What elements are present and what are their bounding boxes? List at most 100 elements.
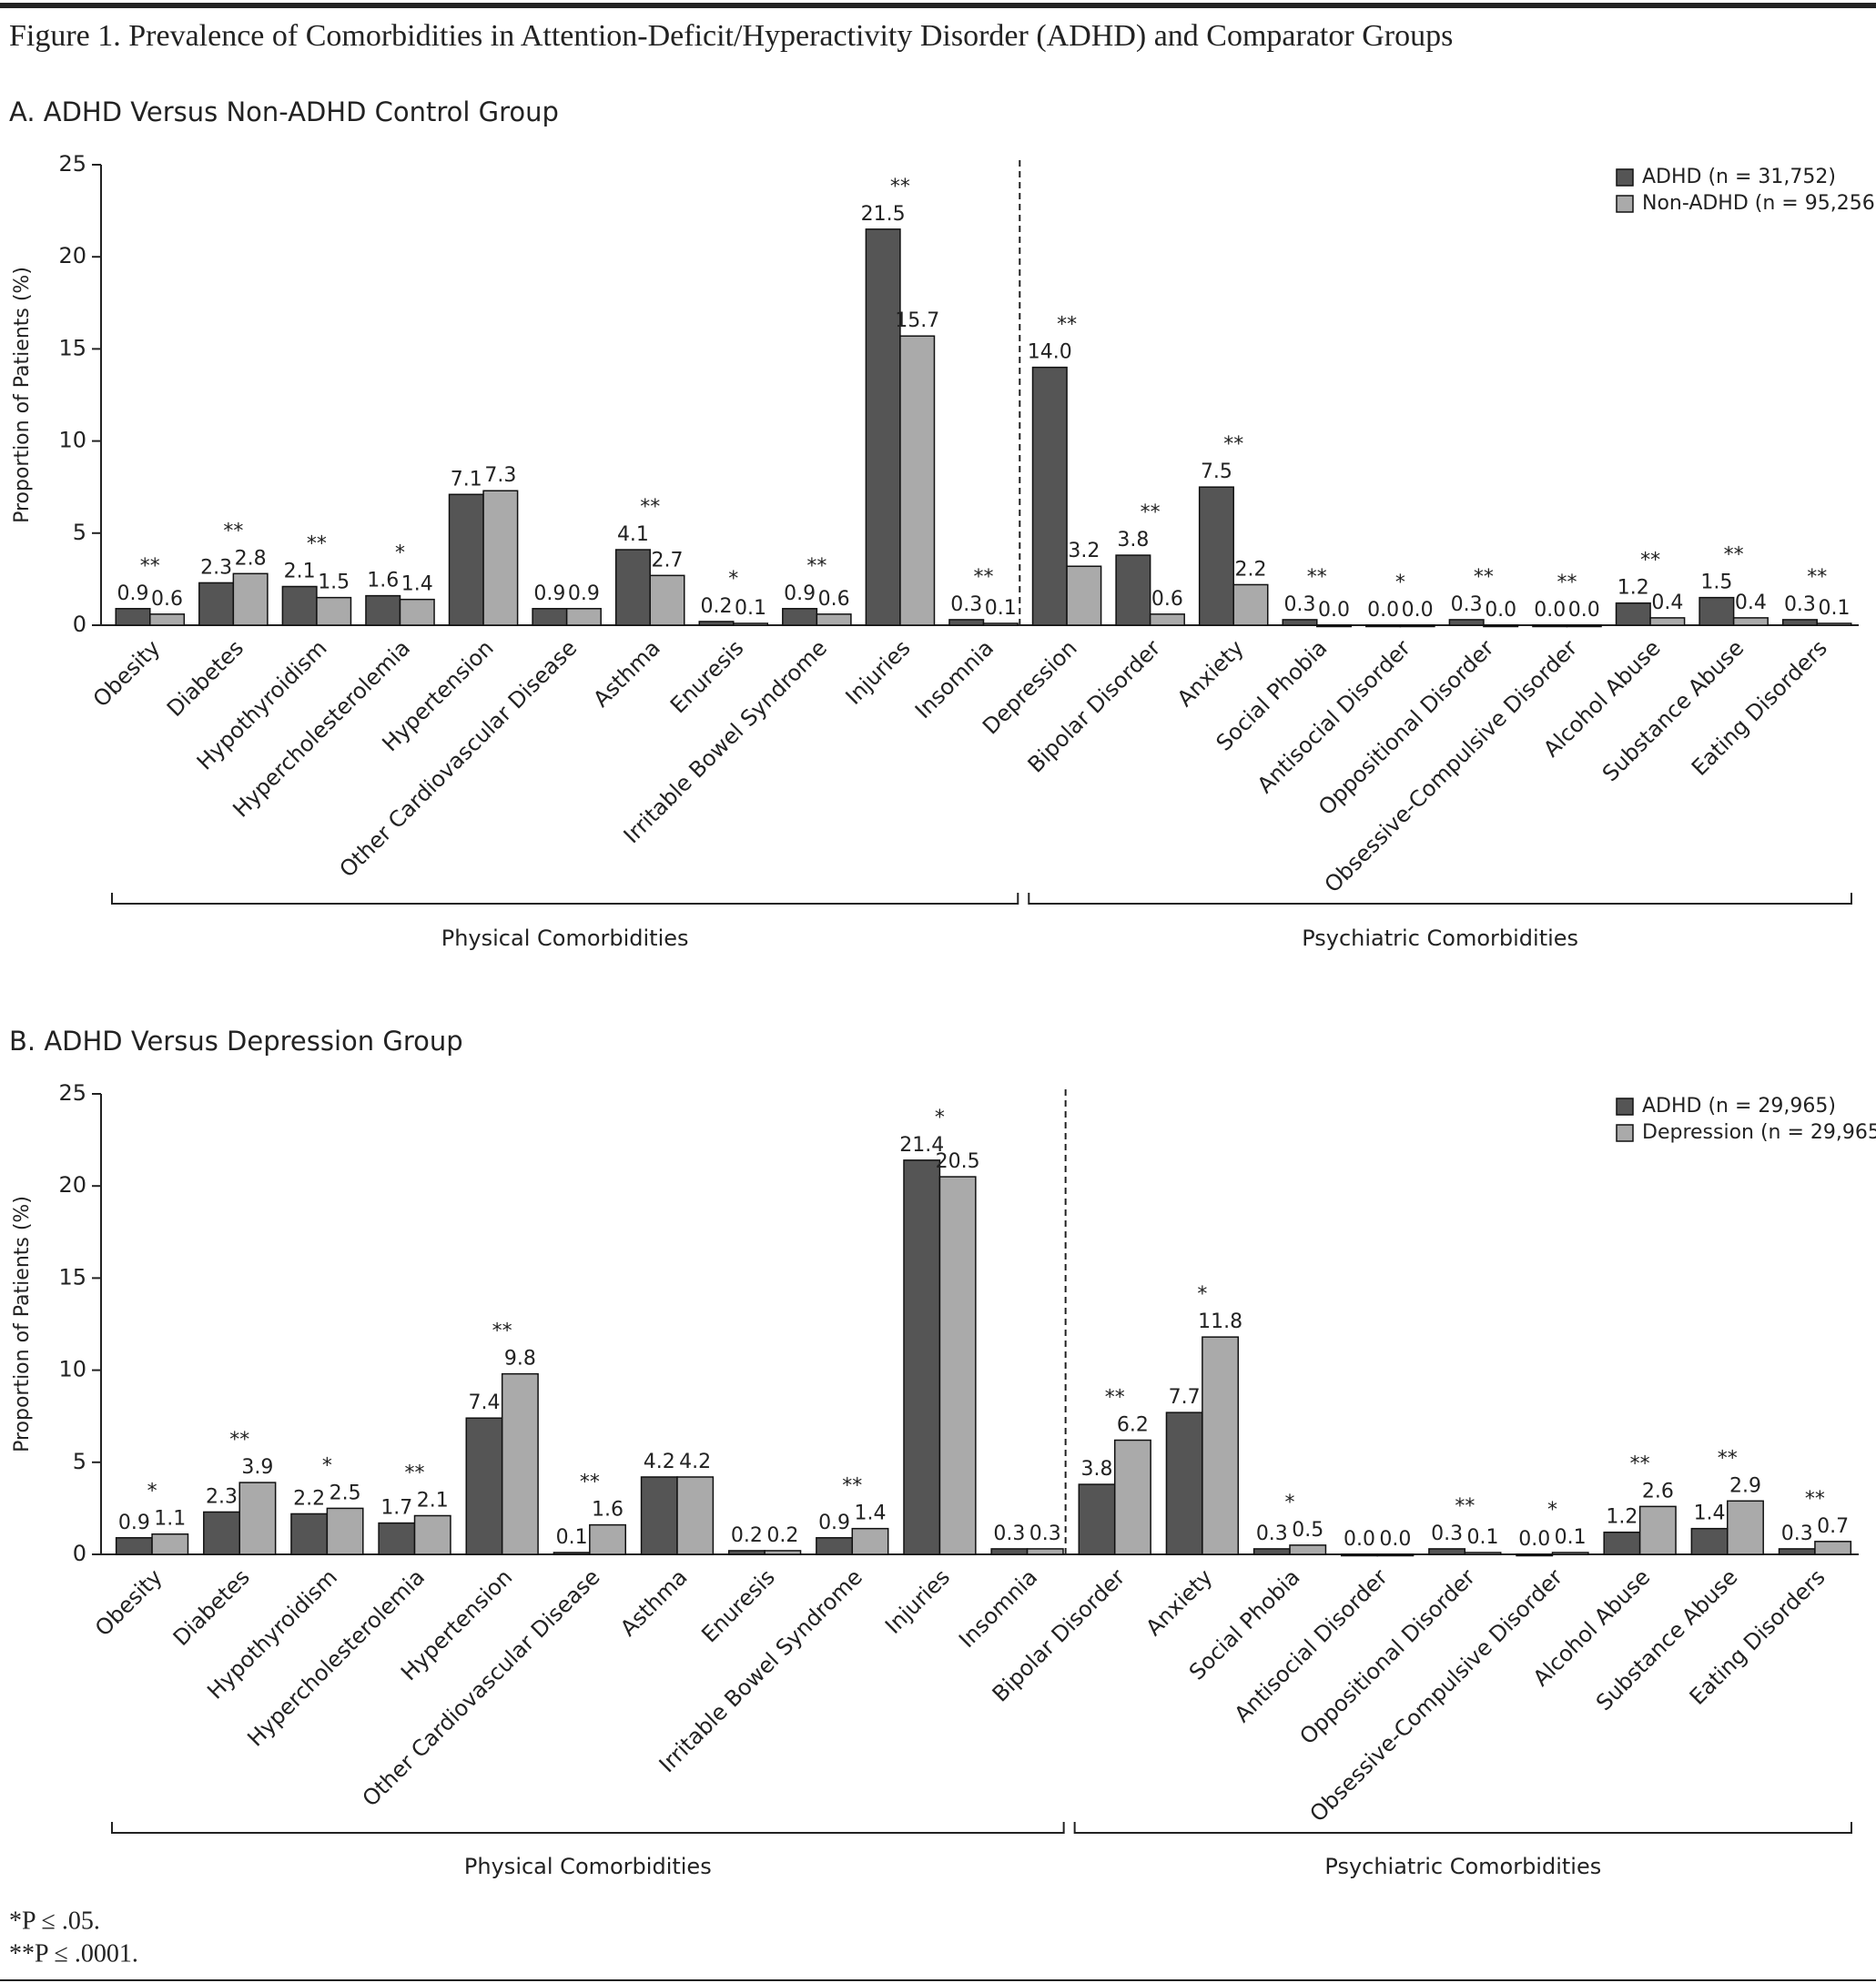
value-label: 0.0: [1367, 599, 1399, 622]
bar: [1399, 624, 1435, 628]
bar: [203, 1511, 240, 1555]
y-tick-label: 5: [73, 520, 86, 545]
bar: [1341, 1553, 1378, 1557]
bar: [1778, 1548, 1816, 1555]
bar: [649, 574, 685, 626]
bar: [1289, 1544, 1327, 1555]
significance-marker: *: [1395, 572, 1405, 594]
bar: [448, 493, 484, 626]
significance-marker: *: [395, 542, 405, 565]
group-bracket: [111, 1822, 1065, 1834]
bar: [1816, 622, 1852, 626]
value-label: 0.1: [1818, 597, 1850, 620]
value-label: 9.8: [504, 1348, 536, 1371]
significance-marker: **: [1807, 566, 1827, 589]
value-label: 1.5: [1700, 572, 1732, 594]
bar: [1699, 596, 1735, 626]
value-label: 2.2: [1234, 558, 1266, 581]
bar: [948, 619, 985, 626]
significance-marker: **: [1640, 550, 1660, 572]
bar: [553, 1552, 591, 1555]
x-tick-label: Asthma: [615, 1564, 693, 1642]
bar: [532, 608, 568, 626]
value-label: 0.0: [1485, 599, 1516, 622]
bar: [565, 608, 602, 626]
bar: [378, 1522, 416, 1555]
significance-marker: **: [1557, 572, 1577, 594]
value-label: 7.7: [1169, 1386, 1201, 1409]
value-label: 0.1: [735, 597, 766, 620]
significance-marker: **: [405, 1462, 425, 1484]
value-label: 1.6: [367, 570, 399, 592]
bar: [1066, 565, 1102, 626]
value-label: 0.3: [1256, 1523, 1288, 1545]
bar: [115, 608, 151, 626]
bar: [1202, 1336, 1240, 1555]
panel-title: B. ADHD Versus Depression Group: [9, 1026, 463, 1057]
significance-marker: *: [1197, 1283, 1207, 1306]
bar: [816, 1537, 854, 1555]
x-tick-label: Anxiety: [1141, 1564, 1217, 1641]
bar: [865, 228, 901, 626]
y-tick-label: 20: [58, 243, 86, 268]
value-label: 4.2: [679, 1451, 711, 1473]
significance-marker: **: [307, 532, 327, 555]
x-tick-label: Enuresis: [665, 635, 748, 718]
value-label: 0.3: [1284, 593, 1316, 616]
bar: [501, 1372, 539, 1555]
bar: [1113, 1439, 1151, 1555]
significance-marker: **: [640, 496, 660, 519]
y-tick-label: 10: [58, 1357, 86, 1382]
legend-label: Depression (n = 29,965): [1642, 1121, 1876, 1144]
bar: [782, 608, 818, 626]
legend-swatch: [1616, 1098, 1634, 1116]
y-tick-label: 5: [73, 1449, 86, 1474]
value-label: 0.0: [1518, 1528, 1550, 1551]
bar: [1615, 602, 1651, 626]
bar: [151, 1533, 189, 1555]
value-label: 0.3: [1784, 593, 1816, 616]
value-label: 2.3: [200, 556, 232, 579]
bar: [698, 621, 735, 626]
value-label: 0.9: [818, 1512, 850, 1534]
bar: [238, 1482, 277, 1555]
bar: [1464, 1552, 1502, 1555]
value-label: 2.7: [651, 549, 683, 572]
value-label: 0.3: [1431, 1523, 1463, 1545]
group-label: Physical Comorbidities: [441, 926, 689, 951]
value-label: 0.0: [1402, 599, 1434, 622]
significance-marker: **: [229, 1429, 249, 1452]
bar: [614, 549, 651, 626]
value-label: 0.1: [985, 597, 1017, 620]
bar: [1282, 619, 1318, 626]
legend-swatch: [1616, 195, 1634, 213]
bar: [727, 1550, 766, 1555]
value-label: 1.6: [592, 1499, 624, 1522]
value-label: 14.0: [1028, 341, 1072, 364]
bar: [1516, 1553, 1554, 1557]
significance-marker: *: [728, 568, 738, 591]
bar: [413, 1514, 451, 1555]
significance-marker: **: [223, 520, 243, 542]
bar: [1428, 1548, 1466, 1555]
bar: [851, 1527, 889, 1555]
value-label: 0.2: [766, 1524, 798, 1547]
bar: [1690, 1527, 1729, 1555]
value-label: 0.3: [993, 1523, 1025, 1545]
significance-marker: **: [806, 555, 826, 578]
value-label: 21.4: [899, 1134, 944, 1157]
value-label: 1.2: [1606, 1506, 1638, 1529]
y-tick-label: 0: [73, 1541, 86, 1566]
bar: [1031, 366, 1068, 626]
footnote: **P ≤ .0001.: [9, 1939, 138, 1968]
bar: [1551, 1552, 1589, 1555]
value-label: 2.5: [330, 1482, 361, 1504]
bar: [149, 613, 186, 626]
value-label: 15.7: [895, 309, 939, 332]
value-label: 1.4: [401, 573, 433, 596]
y-tick-label: 20: [58, 1172, 86, 1198]
significance-marker: **: [1718, 1447, 1738, 1470]
significance-marker: **: [1307, 566, 1327, 589]
bar: [1232, 583, 1269, 626]
